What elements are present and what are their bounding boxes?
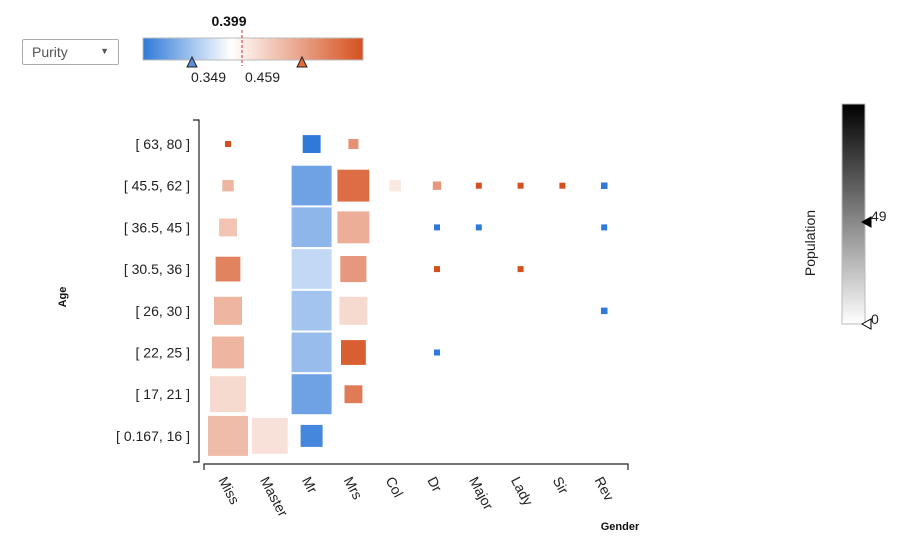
y-tick-label: [ 22, 25 ] [136,345,190,361]
heatmap-cell[interactable] [339,338,368,367]
heatmap-cell[interactable] [335,167,372,204]
heatmap-cell[interactable] [208,374,248,415]
heatmap-cell[interactable] [225,141,231,147]
heatmap-cell[interactable] [434,349,440,356]
heatmap-cell[interactable] [289,288,334,333]
population-label: Population [802,210,818,276]
y-tick-label: [ 0.167, 16 ] [116,428,190,444]
heatmap-cell[interactable] [289,372,334,417]
heatmap-cell[interactable] [217,216,240,239]
population-gradient-bar [841,103,866,325]
heatmap-cell[interactable] [434,266,440,273]
x-tick-label: Lady [508,474,536,508]
x-tick-label: Major [466,474,497,513]
y-tick-label: [ 30.5, 36 ] [124,261,190,277]
heatmap-cell[interactable] [335,209,372,246]
heatmap-cell[interactable] [300,133,323,156]
heatmap-cell[interactable] [559,182,566,189]
population-min-label: 0 [871,311,879,327]
population-max-marker-icon[interactable] [860,216,872,228]
population-min-marker-icon[interactable] [860,318,872,330]
heatmap-cell[interactable] [212,294,244,327]
x-tick-label: Dr [424,474,445,495]
heatmap-cell[interactable] [210,334,246,371]
heatmap-cell[interactable] [342,383,365,406]
purity-low-label: 0.349 [191,69,226,85]
heatmap-cell[interactable] [475,182,482,189]
heatmap-cell[interactable] [346,137,361,151]
x-tick-label: Miss [215,474,243,507]
y-tick-labels: [ 63, 80 ] [ 45.5, 62 ] [ 36.5, 45 ] [ 30.5… [116,136,190,444]
heatmap-cell[interactable] [338,254,369,285]
heatmap-cell[interactable] [346,428,361,443]
heatmap-cell[interactable] [430,179,444,192]
purity-legend: 0.399 0.349 0.459 [142,13,364,85]
x-tick-label: Sir [550,474,572,497]
chevron-down-icon: ▼ [100,46,109,56]
heatmap-cell[interactable] [599,180,610,191]
heatmap-cell[interactable] [289,247,334,292]
heatmap-cell[interactable] [298,422,325,449]
x-axis: Miss Master Mr Mrs Col Dr Major Lady Sir Rev Gend… [203,463,640,533]
x-tick-label: Master [257,474,291,520]
purity-current-label: 0.399 [211,13,246,29]
heatmap-cell[interactable] [434,224,440,231]
purity-low-marker-icon[interactable] [186,55,198,68]
x-tick-label: Mrs [341,474,366,502]
heatmap-cell[interactable] [599,305,610,317]
heatmap-cell[interactable] [517,266,524,273]
metric-dropdown[interactable]: Purity ▼ [22,39,119,65]
heatmap-cell[interactable] [475,224,482,231]
heatmap-cell[interactable] [289,330,334,375]
heatmap-cell[interactable] [220,178,236,194]
purity-high-marker-icon[interactable] [296,55,308,68]
heatmap-cell[interactable] [601,224,608,231]
x-tick-label: Col [383,474,407,500]
x-tick-labels: Miss Master Mr Mrs Col Dr Major Lady Sir Rev [215,474,617,520]
y-axis: [ 63, 80 ] [ 45.5, 62 ] [ 36.5, 45 ] [ 30.5… [57,119,200,463]
purity-gradient-bar [142,37,364,61]
y-tick-label: [ 26, 30 ] [136,303,190,319]
heatmap-cell[interactable] [206,413,250,458]
y-axis-title: Age [57,287,69,308]
y-tick-label: [ 63, 80 ] [136,136,190,152]
y-axis-line [193,119,200,463]
heatmap-cell[interactable] [387,178,403,194]
x-tick-label: Rev [592,474,618,504]
heatmap-cell[interactable] [213,254,243,284]
y-tick-label: [ 17, 21 ] [136,386,190,402]
y-tick-label: [ 45.5, 62 ] [124,178,190,194]
y-tick-label: [ 36.5, 45 ] [124,219,190,235]
metric-dropdown-value: Purity [32,44,68,60]
population-legend: Population 49 0 [802,103,887,330]
heatmap-cell[interactable] [249,415,290,456]
x-axis-title: Gender [601,521,640,533]
heatmap-cell[interactable] [289,163,334,208]
heatmap-cells [206,133,610,458]
population-max-label: 49 [871,208,887,224]
x-tick-label: Mr [299,474,321,496]
x-axis-line [203,463,629,470]
heatmap-cell[interactable] [337,294,370,327]
purity-high-label: 0.459 [245,69,280,85]
heatmap-cell[interactable] [517,182,524,189]
heatmap-cell[interactable] [289,205,334,250]
